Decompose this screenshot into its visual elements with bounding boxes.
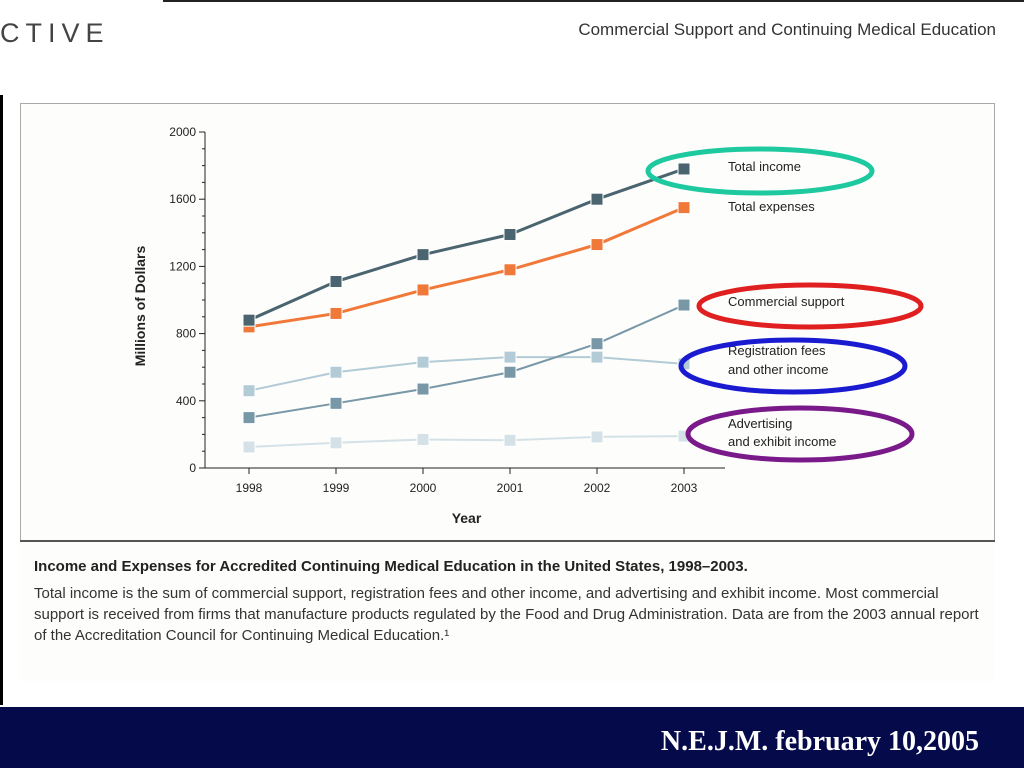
footer-bar: N.E.J.M. february 10,2005 (0, 707, 1024, 768)
data-point (329, 365, 343, 379)
left-edge-strip (0, 95, 3, 705)
caption-title: Income and Expenses for Accredited Conti… (34, 558, 748, 575)
data-point (416, 432, 430, 446)
legend-label: Commercial support (728, 294, 845, 309)
legend-label: and exhibit income (728, 434, 836, 449)
data-point (242, 411, 256, 425)
x-tick-label: 2002 (584, 481, 611, 495)
data-point (590, 337, 604, 351)
series-line (248, 206, 685, 329)
data-point (503, 433, 517, 447)
data-point (590, 238, 604, 252)
legend-label: Total expenses (728, 199, 815, 214)
y-tick-label: 800 (176, 327, 196, 341)
journal-heading: Commercial Support and Continuing Medica… (578, 20, 996, 39)
data-point (677, 162, 691, 176)
x-tick-label: 1998 (236, 481, 263, 495)
line-chart: 0 400 800 1200 1600 2000 1998 1999 2000 2001 2002 2… (132, 125, 924, 526)
data-point (242, 384, 256, 398)
data-point (503, 350, 517, 364)
highlight-ellipse (678, 337, 908, 395)
data-point (590, 430, 604, 444)
legend-label: Registration fees (728, 343, 826, 358)
data-point (329, 275, 343, 289)
data-point (590, 350, 604, 364)
x-tick-label: 2000 (410, 481, 437, 495)
x-axis-title: Year (452, 510, 482, 526)
legend-label: Advertising (728, 416, 792, 431)
y-tick-label: 1200 (169, 259, 196, 273)
x-tick-label: 1999 (323, 481, 350, 495)
series-line (248, 304, 685, 419)
data-point (677, 201, 691, 215)
y-axis-title: Millions of Dollars (132, 246, 148, 367)
y-tick-label: 1600 (169, 192, 196, 206)
citation: N.E.J.M. february 10,2005 (660, 726, 979, 757)
data-point (242, 313, 256, 327)
series-line (248, 167, 685, 322)
data-point (416, 283, 430, 297)
data-point (329, 436, 343, 450)
data-point (503, 227, 517, 241)
legend-label: and other income (728, 362, 828, 377)
highlight-ellipse (645, 146, 875, 196)
caption-text: Total income is the sum of commercial su… (34, 585, 979, 644)
data-point (416, 248, 430, 262)
series-line (248, 435, 685, 448)
x-tick-label: 2003 (671, 481, 698, 495)
y-tick-label: 2000 (169, 125, 196, 139)
series-line (248, 356, 685, 392)
header-rule (163, 0, 1024, 2)
legend-label: Total income (728, 159, 801, 174)
x-tick-label: 2001 (497, 481, 524, 495)
highlight-ellipse (685, 405, 915, 463)
data-point (329, 306, 343, 320)
data-point (242, 440, 256, 454)
data-point (329, 396, 343, 410)
data-point (416, 382, 430, 396)
data-point (503, 263, 517, 277)
highlight-ellipse (696, 282, 924, 330)
slide-header: CTIVE Commercial Support and Continuing … (0, 0, 1024, 90)
data-point (677, 298, 691, 312)
data-point (416, 355, 430, 369)
y-tick-label: 400 (176, 394, 196, 408)
section-label: CTIVE (0, 18, 110, 48)
data-point (590, 192, 604, 206)
y-tick-label: 0 (189, 461, 196, 475)
figure-caption: Income and Expenses for Accredited Conti… (20, 540, 995, 681)
data-point (503, 365, 517, 379)
